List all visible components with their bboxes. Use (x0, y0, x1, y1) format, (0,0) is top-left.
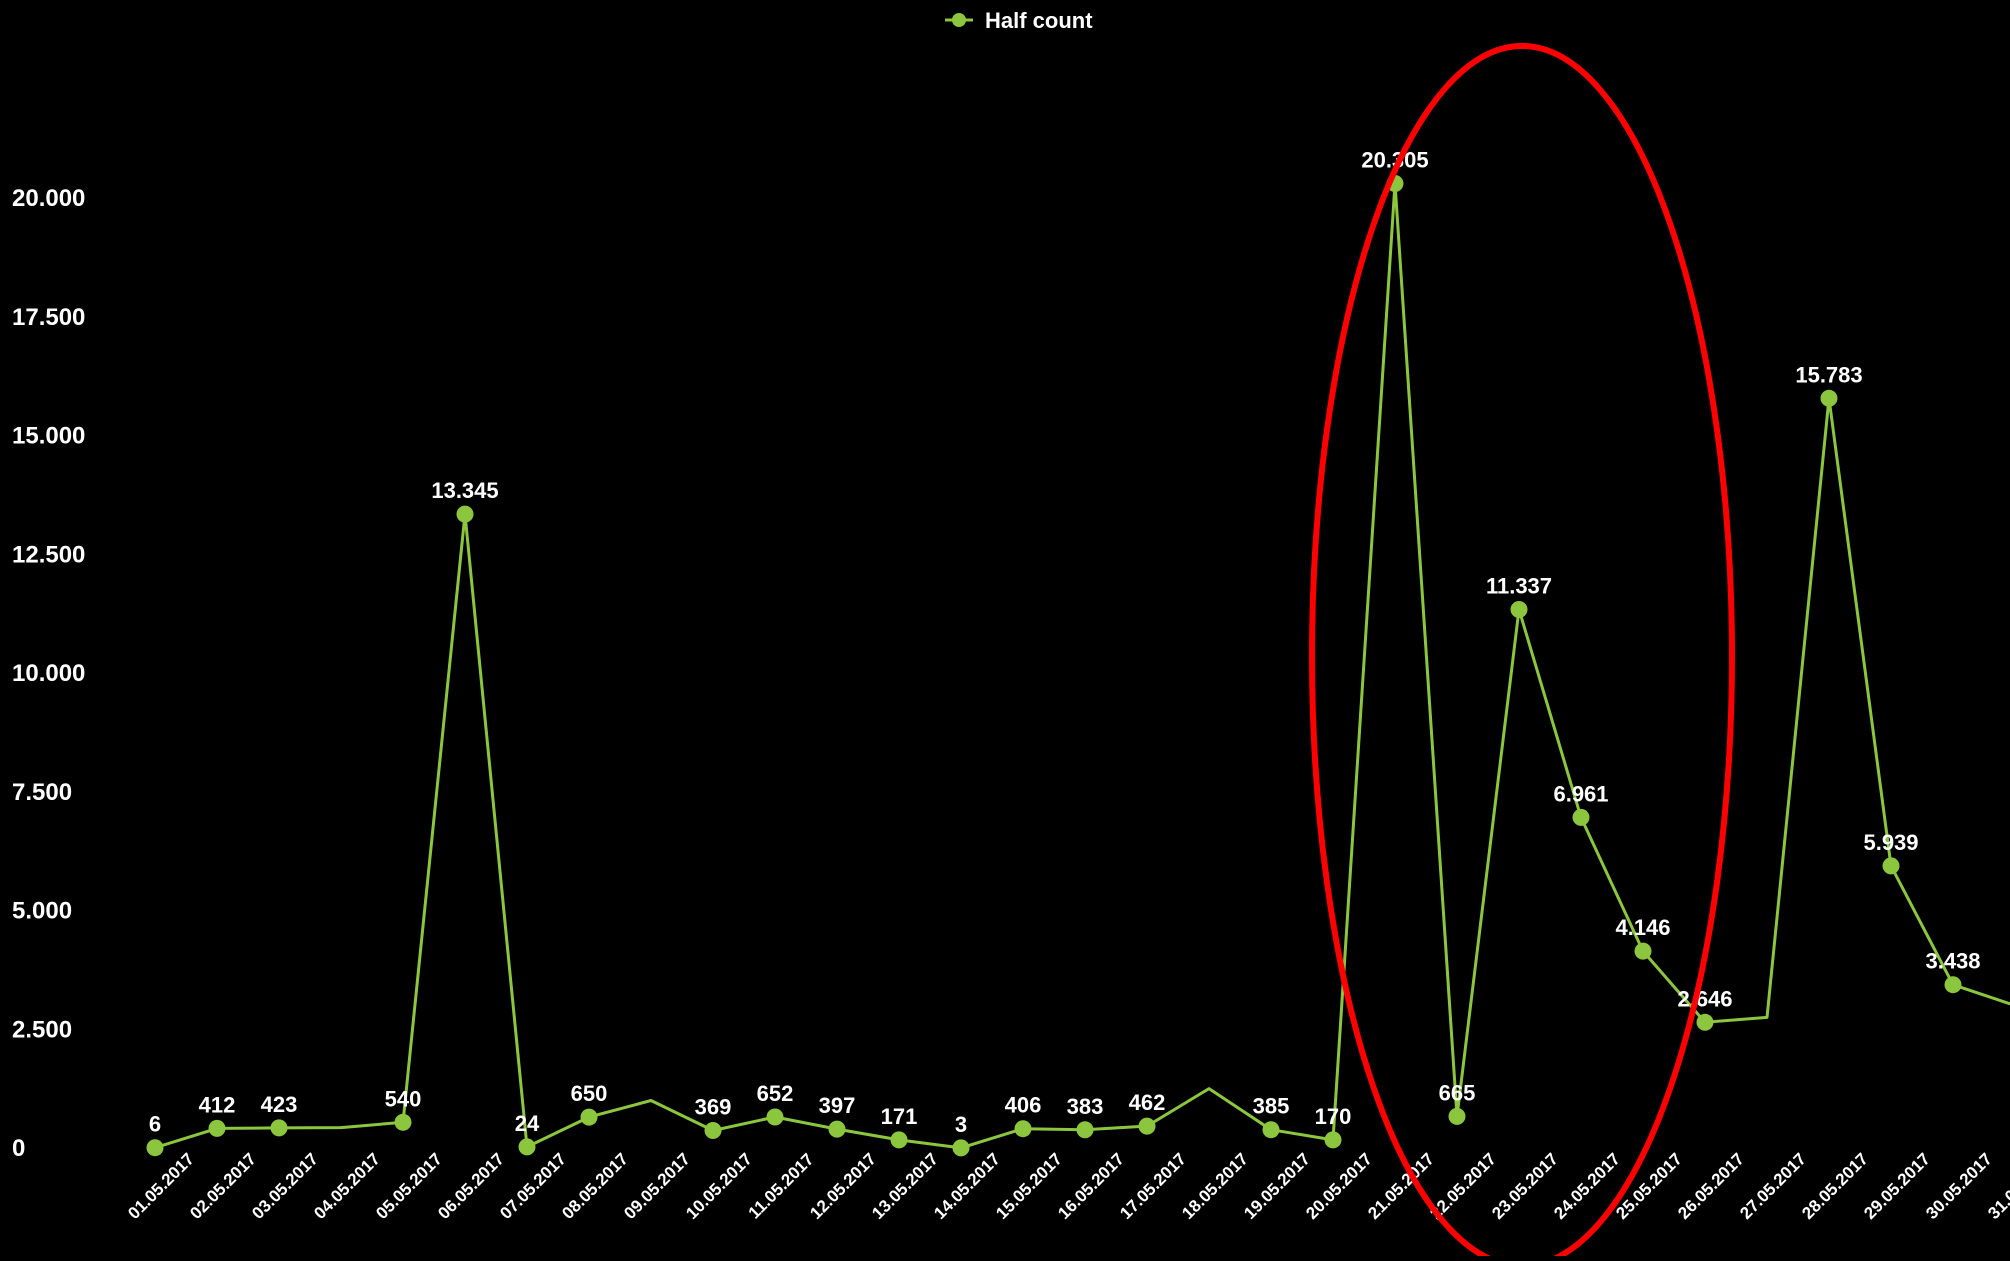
data-label: 11.337 (1486, 573, 1552, 598)
data-point (147, 1139, 164, 1156)
data-label: 3.438 (1925, 949, 1980, 974)
x-tick-label: 13.05.2017 (868, 1149, 942, 1223)
data-label: 6.961 (1553, 781, 1608, 806)
data-point (1511, 601, 1528, 618)
data-point (1263, 1121, 1280, 1138)
x-tick-label: 02.05.2017 (186, 1149, 260, 1223)
annotation-layer (1312, 46, 1732, 1256)
data-label-layer: 6 412 423 540 13.345 24 650 369 652 397 171 3 406 383… (149, 148, 1981, 1137)
data-label: 383 (1067, 1094, 1104, 1119)
data-label: 3 (955, 1112, 967, 1137)
x-tick-label: 04.05.2017 (310, 1149, 384, 1223)
data-point (767, 1109, 784, 1126)
y-tick-label: 12.500 (12, 541, 85, 568)
data-point (1573, 809, 1590, 826)
data-label: 652 (757, 1081, 794, 1106)
x-tick-label: 26.05.2017 (1674, 1149, 1748, 1223)
y-tick-label: 20.000 (12, 185, 85, 212)
y-tick-label: 0 (12, 1135, 25, 1162)
x-axis: 01.05.201702.05.201703.05.201704.05.2017… (124, 1149, 2010, 1223)
x-tick-label: 07.05.2017 (496, 1149, 570, 1223)
data-point (519, 1138, 536, 1155)
data-label: 385 (1253, 1094, 1290, 1119)
data-point (1449, 1108, 1466, 1125)
legend-marker-swatch (952, 13, 966, 27)
x-tick-label: 24.05.2017 (1550, 1149, 1624, 1223)
data-label: 15.783 (1795, 362, 1862, 387)
x-tick-label: 06.05.2017 (434, 1149, 508, 1223)
x-tick-label: 12.05.2017 (806, 1149, 880, 1223)
data-point (209, 1120, 226, 1137)
data-label: 170 (1315, 1104, 1352, 1129)
data-label: 397 (819, 1093, 856, 1118)
x-tick-label: 10.05.2017 (682, 1149, 756, 1223)
x-tick-label: 20.05.2017 (1302, 1149, 1376, 1223)
x-tick-label: 09.05.2017 (620, 1149, 694, 1223)
data-point (1635, 943, 1652, 960)
data-point (953, 1139, 970, 1156)
x-tick-label: 05.05.2017 (372, 1149, 446, 1223)
data-point (1077, 1121, 1094, 1138)
data-label: 650 (571, 1081, 608, 1106)
x-tick-label: 23.05.2017 (1488, 1149, 1562, 1223)
x-tick-label: 08.05.2017 (558, 1149, 632, 1223)
data-label: 171 (881, 1104, 918, 1129)
x-tick-label: 19.05.2017 (1240, 1149, 1314, 1223)
x-tick-label: 29.05.2017 (1860, 1149, 1934, 1223)
highlight-ellipse (1312, 46, 1732, 1256)
data-label: 540 (385, 1086, 422, 1111)
x-tick-label: 18.05.2017 (1178, 1149, 1252, 1223)
data-point (1945, 976, 1962, 993)
data-label: 4.146 (1615, 915, 1670, 940)
y-tick-label: 15.000 (12, 423, 85, 450)
legend-label: Half count (985, 8, 1093, 33)
data-label: 369 (695, 1094, 732, 1119)
y-tick-label: 10.000 (12, 660, 85, 687)
data-label: 423 (261, 1092, 298, 1117)
data-label: 24 (515, 1111, 540, 1136)
data-label: 13.345 (431, 478, 498, 503)
data-point (457, 506, 474, 523)
data-label: 665 (1439, 1080, 1476, 1105)
x-tick-label: 30.05.2017 (1922, 1149, 1996, 1223)
data-point (891, 1131, 908, 1148)
data-point (829, 1121, 846, 1138)
data-point (1697, 1014, 1714, 1031)
data-label: 5.939 (1863, 830, 1918, 855)
x-tick-label: 11.05.2017 (745, 1150, 818, 1223)
x-tick-label: 27.05.2017 (1736, 1149, 1810, 1223)
data-label: 2.646 (1677, 986, 1732, 1011)
y-axis: 0 2.500 5.000 7.500 10.000 12.500 15.000 17.500… (12, 185, 85, 1162)
y-tick-label: 2.500 (12, 1016, 72, 1043)
legend: Half count (945, 8, 1093, 33)
x-tick-label: 17.05.2017 (1116, 1149, 1190, 1223)
data-point (705, 1122, 722, 1139)
data-label: 6 (149, 1112, 161, 1137)
x-tick-label: 28.05.2017 (1798, 1149, 1872, 1223)
data-point (581, 1109, 598, 1126)
data-label: 462 (1129, 1090, 1166, 1115)
data-point (1139, 1118, 1156, 1135)
x-tick-label: 01.05.2017 (124, 1149, 198, 1223)
data-point (1821, 390, 1838, 407)
data-point (395, 1114, 412, 1131)
data-point (1883, 857, 1900, 874)
data-point (1015, 1120, 1032, 1137)
y-tick-label: 5.000 (12, 898, 72, 925)
y-tick-label: 7.500 (12, 779, 72, 806)
x-tick-label: 16.05.2017 (1054, 1149, 1128, 1223)
x-tick-label: 15.05.2017 (992, 1149, 1066, 1223)
data-point (1325, 1131, 1342, 1148)
data-point (271, 1119, 288, 1136)
data-label: 406 (1005, 1093, 1042, 1118)
x-tick-label: 14.05.2017 (930, 1149, 1004, 1223)
y-tick-label: 17.500 (12, 304, 85, 331)
data-label: 412 (199, 1092, 236, 1117)
x-tick-label: 03.05.2017 (248, 1149, 322, 1223)
